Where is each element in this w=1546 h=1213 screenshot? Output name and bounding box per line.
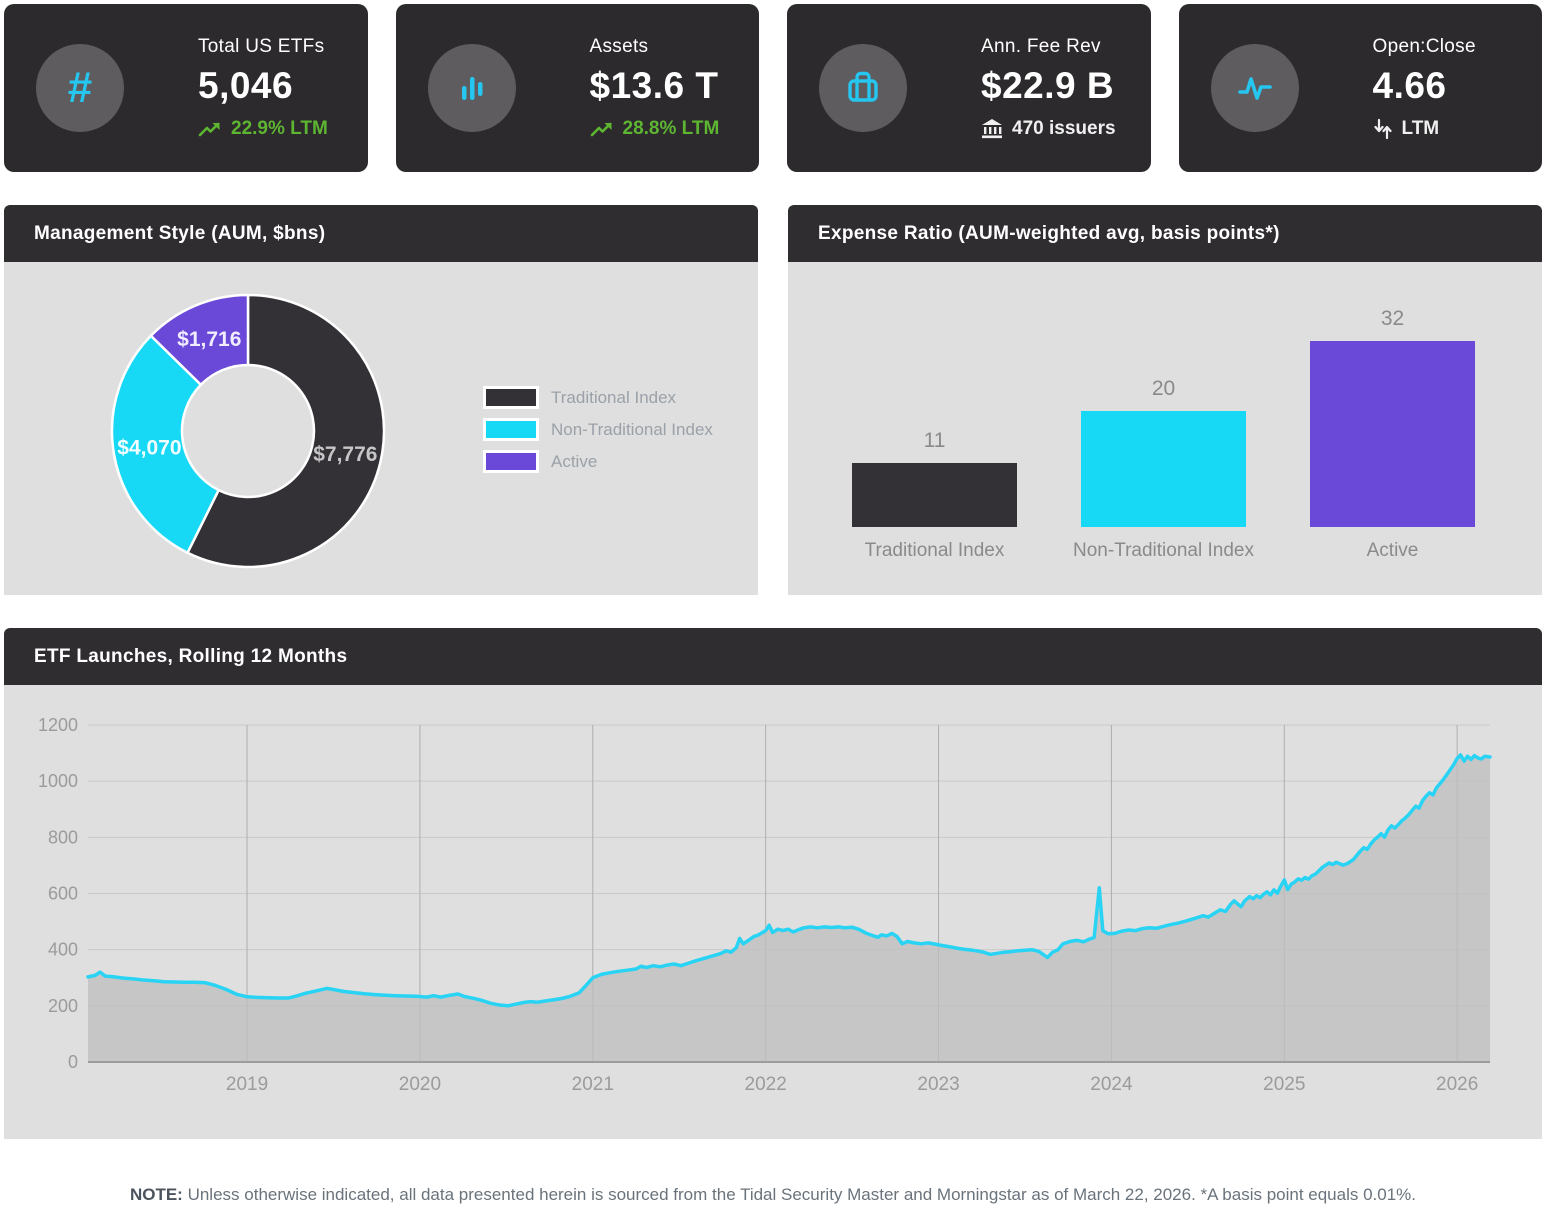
legend-item: Non-Traditional Index [483, 418, 713, 441]
y-tick-label: 400 [48, 940, 78, 960]
kpi-text: Total US ETFs 5,046 22.9% LTM [198, 36, 328, 140]
bar-category-label: Traditional Index [864, 540, 1005, 561]
y-tick-label: 200 [48, 996, 78, 1016]
kpi-value: $13.6 T [589, 65, 719, 106]
kpi-sub-text: 470 issuers [1012, 118, 1116, 139]
donut-panel-body: $7,776 $4,070 $1,716 Traditional Index Non-… [4, 262, 758, 595]
y-tick-label: 1200 [38, 715, 78, 735]
pulse-icon [1210, 44, 1299, 132]
kpi-sub: 470 issuers [981, 118, 1116, 140]
legend-swatch [483, 418, 539, 441]
legend-swatch [483, 450, 539, 473]
legend-label: Traditional Index [551, 387, 677, 407]
bar-value-label: 20 [1151, 377, 1176, 400]
kpi-value: 4.66 [1372, 65, 1447, 106]
hash-icon: # [36, 44, 124, 132]
panel-title-etf-launches: ETF Launches, Rolling 12 Months [4, 628, 1542, 685]
footnote-label: NOTE: [129, 1185, 183, 1204]
footnote-text: Unless otherwise indicated, all data pre… [187, 1185, 1417, 1204]
legend-swatch [483, 386, 539, 409]
donut-slice-label: $7,776 [313, 443, 377, 466]
donut-chart: $7,776 $4,070 $1,716 [110, 293, 386, 569]
footnote: NOTE: Unless otherwise indicated, all da… [4, 1185, 1542, 1205]
y-tick-label: 800 [48, 827, 78, 847]
area-fill [88, 755, 1490, 1062]
kpi-card-assets: Assets $13.6 T 28.8% LTM [395, 4, 759, 172]
donut-slice-label: $1,716 [177, 328, 241, 351]
kpi-sub: LTM [1373, 118, 1476, 140]
kpi-text: Open:Close 4.66 LTM [1373, 36, 1476, 140]
x-tick-label: 2022 [745, 1074, 787, 1095]
mid-row: Management Style (AUM, $bns) $7,776 $4,07… [4, 205, 1542, 595]
bar-2 [1310, 341, 1475, 527]
kpi-title: Total US ETFs [198, 36, 325, 57]
kpi-value: 5,046 [198, 65, 294, 106]
kpi-sub-text: 28.8% LTM [622, 118, 720, 139]
kpi-sub-text: LTM [1401, 118, 1440, 139]
kpi-text: Assets $13.6 T 28.8% LTM [590, 36, 720, 140]
area-panel-body: 0 200 400 600 800 1000 1200 2019 2020 2021 2022 202… [4, 685, 1542, 1139]
kpi-title: Open:Close [1372, 36, 1476, 57]
kpi-card-fee-rev: Ann. Fee Rev $22.9 B 470 issuers [787, 4, 1151, 172]
panel-management-style: Management Style (AUM, $bns) $7,776 $4,07… [4, 205, 758, 595]
legend-item: Traditional Index [483, 386, 713, 409]
y-tick-label: 600 [48, 884, 78, 904]
x-tick-label: 2026 [1436, 1074, 1478, 1095]
panel-title-management-style: Management Style (AUM, $bns) [4, 205, 758, 262]
hash-glyph: # [67, 63, 93, 112]
trending-up-icon [198, 122, 220, 136]
bar-value-label: 32 [1380, 307, 1405, 331]
kpi-sub: 22.9% LTM [198, 118, 328, 140]
x-tick-label: 2023 [917, 1074, 959, 1095]
kpi-title: Assets [589, 36, 649, 57]
donut-slice-1 [110, 334, 220, 555]
kpi-text: Ann. Fee Rev $22.9 B 470 issuers [981, 36, 1116, 140]
y-tick-label: 0 [68, 1052, 78, 1072]
kpi-sub: 28.8% LTM [590, 118, 720, 140]
donut-slice-label: $4,070 [117, 437, 181, 460]
briefcase-icon [819, 44, 907, 132]
kpi-card-total-us-etfs: # Total US ETFs 5,046 22.9% LTM [4, 4, 368, 172]
x-tick-label: 2025 [1263, 1074, 1305, 1095]
kpi-sub-text: 22.9% LTM [231, 118, 328, 139]
bar-category-label: Active [1366, 540, 1419, 561]
bar-chart: 11 Traditional Index 20 Non-Traditional Ind… [788, 262, 1542, 595]
bar-category-label: Non-Traditional Index [1073, 540, 1254, 561]
panel-title-expense-ratio: Expense Ratio (AUM-weighted avg, basis p… [788, 205, 1542, 262]
bank-icon [982, 119, 1002, 139]
legend-label: Non-Traditional Index [551, 419, 713, 439]
kpi-value: $22.9 B [981, 65, 1115, 106]
area-line [86, 753, 1492, 1008]
kpi-card-open-close: Open:Close 4.66 LTM [1178, 4, 1542, 172]
kpi-row: # Total US ETFs 5,046 22.9% LTM [4, 4, 1542, 172]
kpi-title: Ann. Fee Rev [981, 36, 1101, 57]
down-up-arrows-icon [1373, 118, 1392, 140]
area-chart: 0 200 400 600 800 1000 1200 2019 2020 2021 2022 202… [38, 715, 1492, 1095]
x-tick-label: 2021 [572, 1074, 614, 1095]
bar-chart-icon [427, 44, 516, 132]
panel-etf-launches: ETF Launches, Rolling 12 Months 0 200 400 6… [4, 628, 1542, 1139]
donut-slice-2 [149, 293, 250, 387]
bar-value-label: 11 [923, 429, 946, 453]
x-tick-label: 2019 [226, 1074, 268, 1095]
x-tick-label: 2024 [1090, 1074, 1133, 1095]
legend-item: Active [483, 450, 713, 473]
bar-0 [852, 463, 1017, 527]
panel-expense-ratio: Expense Ratio (AUM-weighted avg, basis p… [788, 205, 1542, 595]
x-tick-label: 2020 [399, 1074, 441, 1095]
donut-slice-0 [186, 293, 386, 569]
trending-up-icon [590, 122, 611, 136]
donut-legend: Traditional Index Non-Traditional Index Ac… [483, 386, 713, 482]
y-tick-label: 1000 [38, 771, 78, 791]
bar-1 [1081, 411, 1246, 527]
legend-label: Active [551, 451, 598, 471]
